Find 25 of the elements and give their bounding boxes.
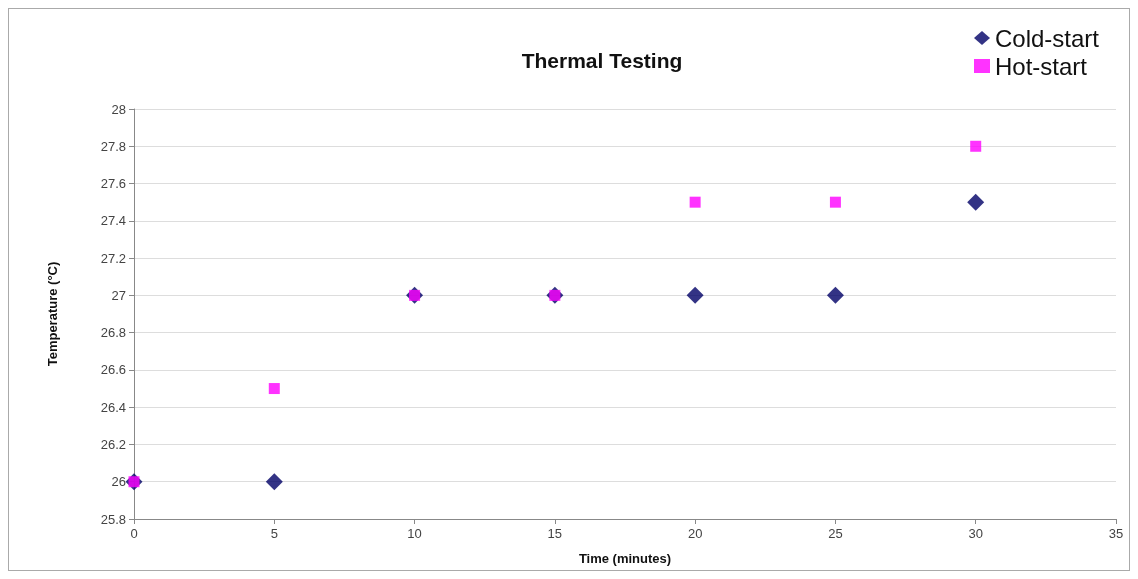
x-tick-label: 30	[968, 526, 983, 541]
y-tick-label: 26.4	[100, 399, 126, 415]
legend-label: Hot-start	[994, 52, 1088, 80]
x-tick-label: 25	[828, 526, 843, 541]
chart-title: Thermal Testing	[521, 49, 683, 72]
y-tick-label: 27.8	[100, 138, 126, 154]
y-tick-label: 27	[111, 287, 126, 303]
y-tick-label: 26.2	[100, 436, 126, 452]
legend-label: Cold-start	[994, 24, 1100, 52]
x-axis-title: Time (minutes)	[578, 551, 672, 566]
y-tick-label: 25.8	[100, 511, 126, 527]
y-tick-label: 27.4	[100, 213, 126, 229]
y-tick-label: 27.6	[100, 176, 126, 192]
x-tick-label: 35	[1108, 526, 1124, 541]
y-tick-label: 26.8	[100, 325, 126, 341]
x-tick-label: 20	[687, 526, 703, 541]
y-tick-label: 27.2	[100, 250, 126, 266]
x-tick-label: 10	[407, 526, 422, 541]
y-tick-label: 26	[111, 474, 126, 490]
x-tick-label: 5	[270, 526, 278, 541]
y-tick-label: 28	[111, 101, 126, 117]
y-tick-label: 26.6	[100, 362, 126, 378]
x-tick-label: 15	[547, 526, 563, 541]
x-tick-label: 0	[130, 526, 138, 541]
y-axis-title: Temperature (°C)	[45, 261, 60, 367]
